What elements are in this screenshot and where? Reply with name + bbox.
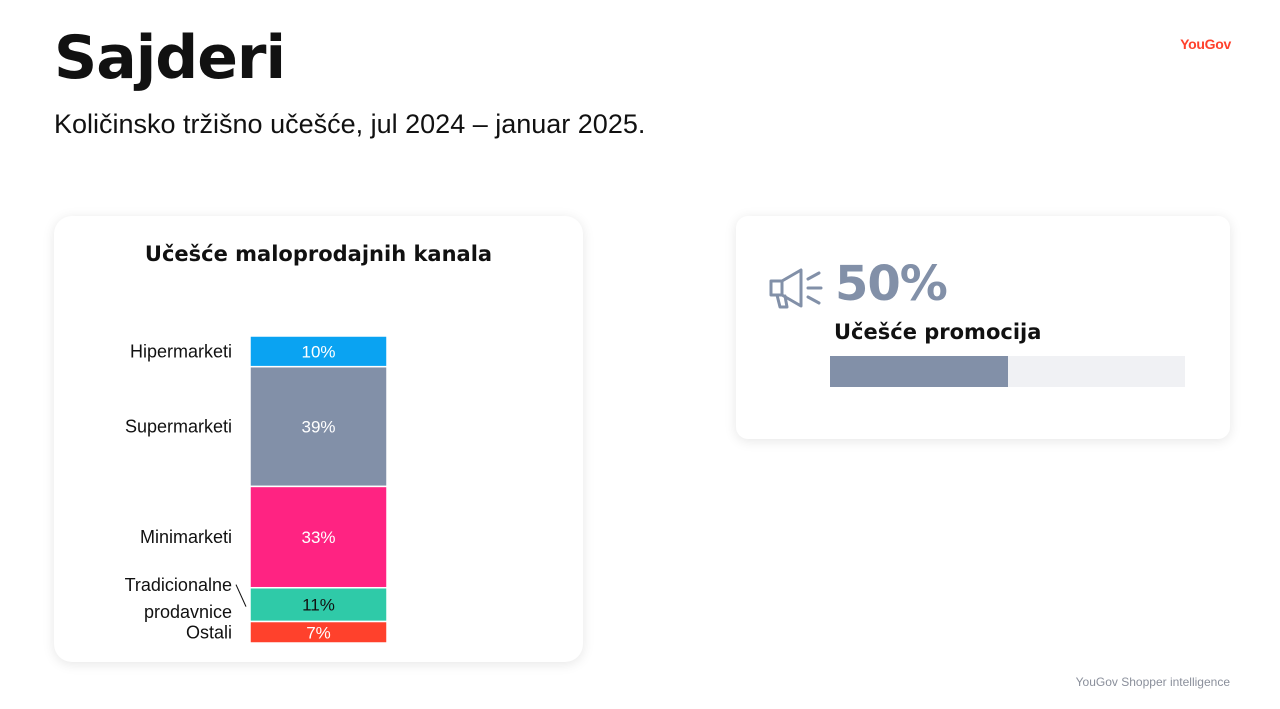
category-label-1: Supermarketi	[125, 417, 232, 437]
channel-share-card: Učešće maloprodajnih kanala 10% Hipermark…	[54, 216, 583, 662]
value-label-1: 39%	[301, 418, 335, 437]
category-label-3: Tradicionalne prodavnice	[125, 575, 232, 622]
promo-progress-bar	[830, 356, 1185, 387]
value-label-4: 7%	[306, 623, 331, 642]
bar-segment-2	[249, 485, 388, 589]
chart-title: Učešće maloprodajnih kanala	[144, 242, 493, 266]
bar-segment-4	[249, 620, 388, 644]
stacked-bar-chart: 10% Hipermarketi 39% Supermarketi 33% Minimar…	[125, 335, 388, 644]
source-note: YouGov Shopper intelligence	[1075, 675, 1230, 689]
leader-line-3	[235, 584, 247, 607]
value-label-0: 10%	[301, 342, 335, 361]
value-label-3: 11%	[302, 596, 335, 615]
category-label-4: Ostali	[186, 622, 232, 642]
promo-share-card: 50% Učešće promocija	[736, 216, 1230, 439]
promo-value: 50%	[835, 256, 948, 312]
yougov-logo: YouGov	[1180, 36, 1231, 52]
megaphone-icon	[769, 268, 823, 309]
category-label-0: Hipermarketi	[130, 341, 232, 361]
page-title: Sajderi	[54, 23, 286, 93]
page-subtitle: Količinsko tržišno učešće, jul 2024 – ja…	[54, 109, 646, 139]
bar-segment-0	[249, 335, 388, 368]
promo-progress-fill	[830, 356, 1008, 387]
bar-segment-1	[249, 365, 388, 488]
promo-label: Učešće promocija	[834, 320, 1042, 344]
value-label-2: 33%	[301, 528, 335, 547]
category-label-2: Minimarketi	[140, 527, 232, 547]
